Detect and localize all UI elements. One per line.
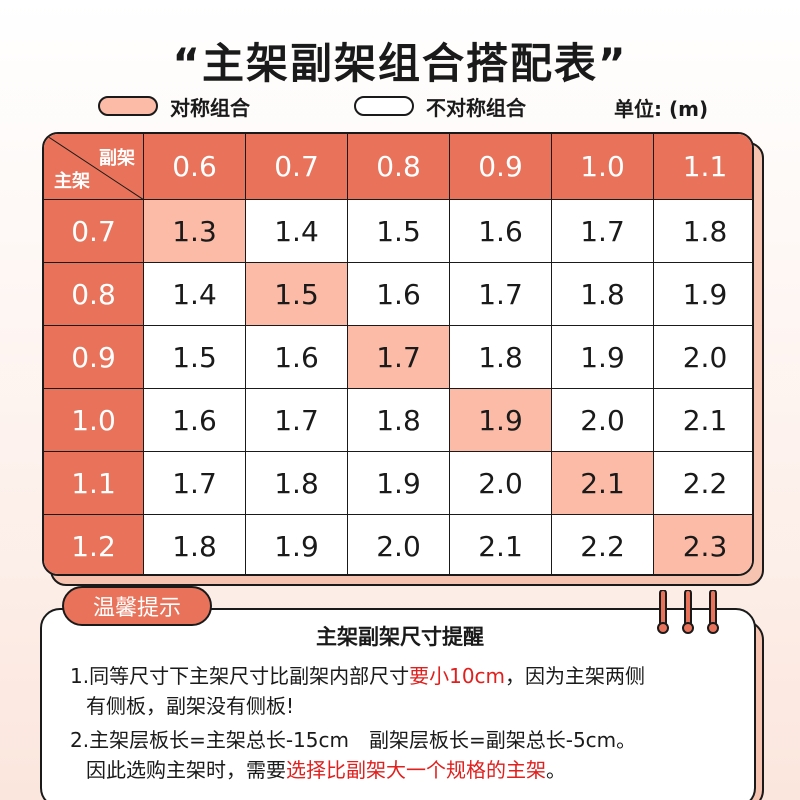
table-cell: 2.1 [654, 389, 752, 452]
table-cell: 1.8 [246, 452, 348, 515]
combination-table: 副架 主架 0.6 0.7 0.8 0.9 1.0 1.1 0.7 1.3 1.4 1.5 1.6 1… [42, 132, 754, 576]
table-cell-symmetric: 1.9 [450, 389, 552, 452]
table-cell: 1.8 [552, 263, 654, 326]
tips-tag: 温馨提示 [62, 586, 212, 626]
table-cell: 1.6 [246, 326, 348, 389]
row-header: 1.0 [44, 389, 144, 452]
table-cell: 2.2 [654, 452, 752, 515]
table-cell: 1.7 [144, 452, 246, 515]
corner-sub-frame-label: 副架 [99, 148, 135, 169]
table-cell: 1.5 [348, 200, 450, 263]
table-cell: 1.7 [450, 263, 552, 326]
table-cell: 1.8 [654, 200, 752, 263]
table-cell: 1.4 [144, 263, 246, 326]
corner-diagonal [44, 134, 144, 200]
row-header: 0.7 [44, 200, 144, 263]
table-cell-symmetric: 2.1 [552, 452, 654, 515]
tip-2-highlight: 选择比副架大一个规格的主架 [286, 758, 546, 782]
table-grid: 副架 主架 0.6 0.7 0.8 0.9 1.0 1.1 0.7 1.3 1.4 1.5 1.6 1… [44, 134, 752, 574]
table-cell: 1.4 [246, 200, 348, 263]
table-cell: 1.7 [246, 389, 348, 452]
table-cell: 2.1 [450, 515, 552, 574]
legend-symmetric-label: 对称组合 [170, 95, 250, 120]
row-header: 0.9 [44, 326, 144, 389]
legend-symmetric-swatch [98, 96, 158, 116]
tip-line-1b: 有侧板，副架没有侧板! [86, 694, 295, 718]
tip-2-text-end: 。 [546, 758, 566, 782]
page-title: “主架副架组合搭配表” [172, 39, 628, 88]
unit-label: 单位: (m) [614, 97, 709, 121]
table-cell: 1.9 [552, 326, 654, 389]
col-header: 0.8 [348, 134, 450, 200]
tip-line-2: 2.主架层板长=主架总长-15cm 副架层板长=副架总长-5cm。 [70, 728, 637, 752]
table-cell-symmetric: 2.3 [654, 515, 752, 574]
table-cell: 2.0 [654, 326, 752, 389]
table-cell: 1.9 [348, 452, 450, 515]
row-header: 1.2 [44, 515, 144, 574]
col-header: 1.1 [654, 134, 752, 200]
col-header: 0.6 [144, 134, 246, 200]
tip-1-highlight: 要小10cm [409, 664, 506, 688]
tips-heading: 主架副架尺寸提醒 [316, 625, 484, 649]
table-corner: 副架 主架 [44, 134, 144, 200]
tips-box [40, 608, 756, 800]
table-cell-symmetric: 1.7 [348, 326, 450, 389]
col-header: 0.7 [246, 134, 348, 200]
binder-rings-icon [657, 590, 719, 634]
table-cell: 1.8 [450, 326, 552, 389]
legend-asymmetric: 不对称组合 [354, 93, 526, 120]
corner-main-frame-label: 主架 [54, 171, 90, 192]
tip-line-2b: 因此选购主架时，需要选择比副架大一个规格的主架。 [86, 756, 566, 784]
table-cell: 1.7 [552, 200, 654, 263]
tip-1-text-end: ，因为主架两侧 [505, 664, 646, 688]
table-cell: 2.0 [348, 515, 450, 574]
table-cell-symmetric: 1.3 [144, 200, 246, 263]
legend-asymmetric-swatch [354, 96, 414, 116]
row-header: 0.8 [44, 263, 144, 326]
col-header: 0.9 [450, 134, 552, 200]
tip-line-1: 1.同等尺寸下主架尺寸比副架内部尺寸要小10cm，因为主架两侧 [70, 662, 645, 690]
table-cell: 2.0 [450, 452, 552, 515]
table-cell-symmetric: 1.5 [246, 263, 348, 326]
table-cell: 1.8 [144, 515, 246, 574]
legend-asymmetric-label: 不对称组合 [426, 95, 526, 120]
legend-symmetric: 对称组合 [98, 93, 250, 120]
tip-2-text: 因此选购主架时，需要 [86, 758, 286, 782]
tip-1-text: 1.同等尺寸下主架尺寸比副架内部尺寸 [70, 664, 410, 688]
table-cell: 1.6 [450, 200, 552, 263]
table-cell: 1.9 [246, 515, 348, 574]
table-cell: 1.5 [144, 326, 246, 389]
table-cell: 1.9 [654, 263, 752, 326]
col-header: 1.0 [552, 134, 654, 200]
table-cell: 2.2 [552, 515, 654, 574]
table-cell: 1.8 [348, 389, 450, 452]
table-cell: 1.6 [144, 389, 246, 452]
row-header: 1.1 [44, 452, 144, 515]
table-cell: 2.0 [552, 389, 654, 452]
table-cell: 1.6 [348, 263, 450, 326]
